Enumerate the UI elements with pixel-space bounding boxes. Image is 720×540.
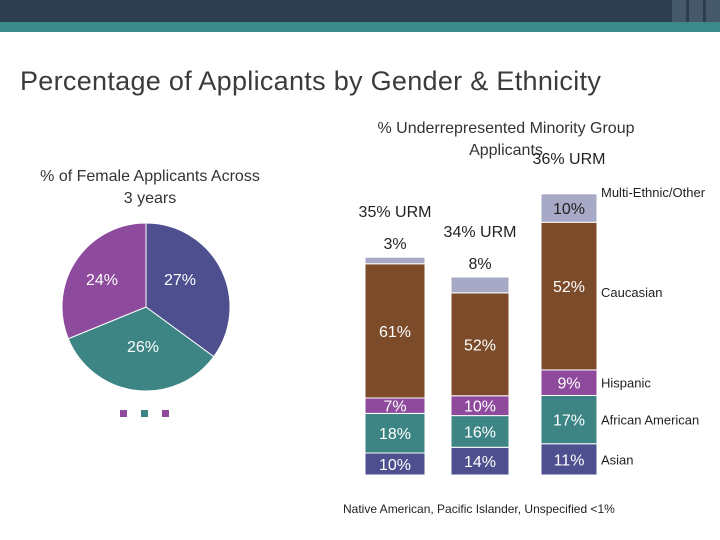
pie-slice: [67, 306, 215, 392]
header-square: [689, 0, 703, 22]
bar-segment: [540, 221, 598, 371]
bar-segment: [540, 193, 598, 223]
header-square: [706, 0, 720, 22]
bar-segment-label: 14%: [464, 454, 496, 471]
bar-segment-label: 61%: [379, 324, 411, 341]
legend-label: Asian: [601, 452, 634, 467]
bar-segment: [450, 415, 510, 448]
bar-urm-label: 36% URM: [533, 151, 606, 168]
bar-segment-label: 10%: [464, 399, 496, 416]
header-accent-bar: [0, 22, 720, 32]
bar-segment: [450, 276, 510, 294]
dot: [162, 410, 169, 417]
bar-segment-label: 3%: [383, 236, 406, 253]
header-square: [672, 0, 686, 22]
legend-label: Hispanic: [601, 376, 651, 391]
pie-slice: [145, 222, 231, 358]
footnote: Native American, Pacific Islander, Unspe…: [343, 502, 615, 516]
bar-segment-label: 11%: [554, 452, 585, 469]
dot: [120, 410, 127, 417]
bar-segment-label: 16%: [464, 424, 496, 441]
bar-segment: [364, 256, 426, 265]
bar-segment: [540, 443, 598, 476]
dot: [141, 410, 148, 417]
header-decoration: [672, 0, 720, 32]
bar-segment: [540, 369, 598, 396]
bar-segment: [450, 446, 510, 476]
bar-segment-label: 10%: [379, 457, 411, 474]
bar-urm-label: 34% URM: [444, 224, 517, 241]
bar-segment: [364, 412, 426, 454]
header-bar: [0, 0, 720, 22]
pie-slice-label: 26%: [127, 339, 159, 356]
bar-segment-label: 8%: [468, 256, 491, 273]
legend-label: Multi-Ethnic/Other: [601, 185, 706, 200]
bar-urm-label: 35% URM: [359, 204, 432, 221]
bar-segment-label: 52%: [464, 337, 496, 354]
slide-title: Percentage of Applicants by Gender & Eth…: [20, 66, 602, 96]
pie-slice-label: 24%: [86, 272, 118, 289]
bar-segment-label: 10%: [553, 201, 585, 218]
legend-label: Caucasian: [601, 285, 662, 300]
legend-label: African American: [601, 413, 699, 428]
bar-segment-label: 9%: [557, 376, 580, 393]
pie-chart-title: % of Female Applicants Across 3 years: [40, 168, 260, 207]
bar-segment-label: 52%: [553, 279, 585, 296]
pie-slice-label: 27%: [164, 272, 196, 289]
bar-segment-label: 18%: [379, 426, 411, 443]
bar-segment: [540, 394, 598, 445]
pie-slice: [61, 222, 147, 340]
bar-chart-title: % Underrepresented Minority Group Applic…: [377, 120, 635, 159]
bar-segment: [364, 263, 426, 399]
bar-segment-label: 17%: [553, 413, 585, 430]
pie-decoration-dots: [120, 410, 169, 417]
bar-segment-label: 7%: [383, 399, 406, 416]
